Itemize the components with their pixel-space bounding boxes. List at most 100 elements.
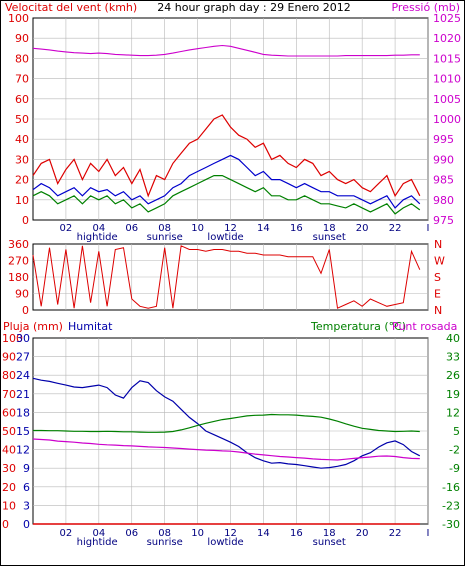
hour-tick-label: 22 [389,223,402,234]
pressure-axis-title: Pressió (mb) [391,1,460,14]
hour-tick-label: 06 [125,223,138,234]
humidity-temperature-panel: 0 10 20 30 40 50 60 70 80 90 100 0 3 6 9 12 15 18 21 24 27 30… [2,332,460,531]
hour-tick-label: 10 [191,223,204,234]
humidity-tick-label: 21 [16,388,30,401]
dewpoint-axis-title: Punt rosada [392,320,457,333]
event-label-hightide: hightide [77,232,118,243]
temperature-tick-label: 26 [446,369,460,382]
event-label-sunset: sunset [313,232,346,243]
humidity-tick-label: 24 [16,369,30,382]
compass-tick-label: S [434,271,441,284]
hour-tick-label: 02 [60,223,73,234]
humidity-tick-label: 18 [16,406,30,419]
hour-tick-label: 08 [158,528,171,539]
wind-tick-label: 0 [22,214,29,227]
humidity-temperature-gridlines [33,338,429,524]
event-label-hightide: hightide [77,537,118,548]
wind-tick-label: 80 [15,52,29,65]
humidity-tick-label: 15 [16,425,30,438]
event-label-sunrise: sunrise [147,232,183,243]
hour-tick-label: 10 [191,528,204,539]
hour-tick-label: 16 [290,223,303,234]
humidity-tick-label: 30 [16,332,30,345]
hour-tick-label: 02 [60,528,73,539]
compass-tick-label: W [434,255,445,268]
wind-axis-title: Velocitat del vent (kmh) [5,1,137,14]
direction-series-line [32,245,421,309]
wind-tick-label: 40 [15,133,29,146]
temperature-tick-label: 5 [453,425,460,438]
direction-tick-label: 0 [22,304,29,317]
event-label-lowtide: lowtide [207,537,243,548]
rain-tick-label: 50 [2,425,16,438]
wind-tick-label: 20 [15,174,29,187]
hour-tick-label: 12 [224,528,237,539]
direction-tick-label: 180 [8,271,29,284]
rain-tick-label: 10 [2,499,16,512]
event-label-lowtide: lowtide [207,232,243,243]
pressure-tick-label: 995 [433,133,454,146]
hour-tick-label: 12 [224,223,237,234]
hour-tick-label: 20 [356,223,369,234]
gust-series-line [32,114,421,198]
pressure-tick-label: 1020 [433,32,461,45]
rain-tick-label: 60 [2,406,16,419]
humidity-tick-label: 9 [23,462,30,475]
temperature-axis-title: Temperatura (°C) [310,320,406,333]
pressure-tick-label: 990 [433,153,454,166]
hour-tick-label: 18 [323,528,336,539]
wind-pressure-panel: 0102030405060708090100975980985990995100… [8,12,461,227]
wind-tick-label: 100 [8,12,29,25]
rain-tick-label: 20 [2,481,16,494]
pressure-tick-label: 1015 [433,52,461,65]
wind-tick-label: 30 [15,153,29,166]
humidity-axis-title: Humitat [68,320,113,333]
hour-tick-label: 14 [257,223,270,234]
temperature-tick-label: 12 [446,406,460,419]
temperature-tick-label: -16 [442,481,460,494]
direction-tick-label: 360 [8,238,29,251]
hour-tick-label: 16 [290,528,303,539]
temperature-tick-label: 33 [446,351,460,364]
wind_avg-series-line [32,175,421,215]
hour-tick-label: 18 [323,223,336,234]
direction-tick-label: 90 [15,288,29,301]
wind-tick-label: 10 [15,194,29,207]
rain-tick-label: 90 [2,351,16,364]
pressure-tick-label: 1010 [433,73,461,86]
pressure-tick-label: 1000 [433,113,461,126]
temperature-tick-label: -30 [442,518,460,531]
pressure-tick-label: 975 [433,214,454,227]
humidity-tick-label: 12 [16,444,30,457]
pressure-tick-label: 980 [433,194,454,207]
event-label-sunset: sunset [313,537,346,548]
pressure-tick-label: 1025 [433,12,461,25]
rain-tick-label: 70 [2,388,16,401]
hour-tick-label: I [427,528,430,539]
hour-tick-label: 04 [92,528,105,539]
humidity-series-line [32,377,421,469]
pressure-tick-label: 1005 [433,93,461,106]
temperature-tick-label: -23 [442,499,460,512]
compass-tick-label: N [434,304,442,317]
hour-tick-label: 14 [257,528,270,539]
rain-tick-label: 100 [2,332,23,345]
direction-tick-label: 270 [8,255,29,268]
wind-direction-gridlines [33,244,429,310]
wind-series-line [32,154,421,209]
graph-title: 24 hour graph day : 29 Enero 2012 [157,1,351,14]
humidity-tick-label: 3 [23,499,30,512]
hour-tick-label: I [427,223,430,234]
hour-tick-label: 04 [92,223,105,234]
wind-tick-label: 70 [15,73,29,86]
rain-tick-label: 0 [2,518,9,531]
temperature-tick-label: -9 [449,462,460,475]
pressure-series-line [32,44,420,57]
rain-tick-label: 30 [2,462,16,475]
wind-tick-label: 50 [15,113,29,126]
wind-tick-label: 90 [15,32,29,45]
hour-tick-label: 22 [389,528,402,539]
rain-tick-label: 80 [2,369,16,382]
